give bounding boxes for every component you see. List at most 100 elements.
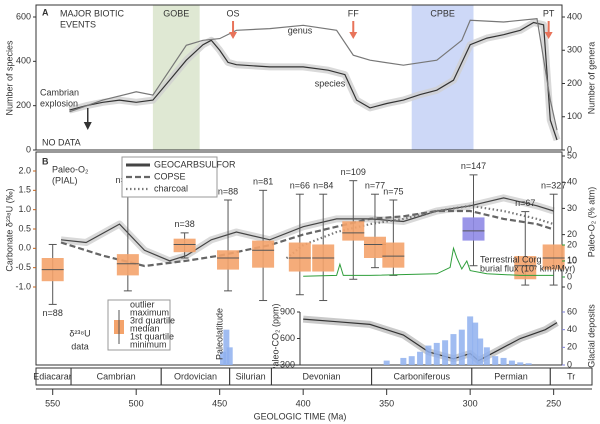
y-tick-label: 300	[567, 45, 582, 55]
period-label: Silurian	[236, 371, 266, 381]
charcoal-line	[285, 204, 555, 260]
period-label: Carboniferous	[393, 371, 450, 381]
event-label: FF	[348, 8, 359, 18]
event-arrowhead	[229, 32, 238, 39]
axis-title: Glacial deposits	[586, 304, 596, 368]
y-tick-label: 40	[567, 177, 577, 187]
species-line-band	[68, 19, 561, 142]
annotation: EVENTS	[60, 19, 96, 29]
legend-label: 1st quartile	[130, 331, 174, 341]
bar	[226, 347, 233, 365]
burial-flux-line	[303, 246, 554, 277]
count-label: n=109	[341, 167, 366, 177]
event-arrowhead	[349, 32, 358, 39]
period-label: Permian	[494, 371, 528, 381]
count-label: n=88	[218, 186, 238, 196]
y-tick-label: 1.0	[18, 204, 31, 214]
annotation: Paleo-O₂	[52, 164, 89, 174]
bar	[467, 316, 474, 365]
y-tick-label: 20	[567, 239, 577, 249]
x-tick-label: 350	[379, 398, 394, 408]
y-tick-label: 400	[567, 11, 582, 21]
axis-title: Carbonate δ²³⁸U (‰)	[4, 188, 14, 271]
bar	[433, 342, 440, 365]
y-tick-label: 2.0	[18, 165, 31, 175]
box	[462, 217, 485, 241]
y-tick-label: 10	[567, 255, 577, 265]
y-tick-label: 30	[567, 203, 577, 213]
bar	[223, 329, 230, 365]
y-tick-label: 600	[16, 11, 31, 21]
bar	[383, 360, 390, 365]
bar	[508, 360, 515, 365]
event-label: PT	[543, 8, 555, 18]
x-axis-title: GEOLOGIC TIME (Ma)	[254, 411, 347, 421]
y-tick-label: 600	[280, 333, 295, 343]
bar	[492, 356, 499, 365]
series-label: species	[315, 78, 346, 88]
count-label: n=75	[383, 186, 403, 196]
y-tick-label: 400	[16, 56, 31, 66]
count-label: n=38	[174, 219, 194, 229]
bar	[483, 347, 490, 365]
bar	[442, 340, 449, 365]
legend-label: GEOCARBSULFOR	[154, 159, 236, 169]
x-tick-label: 400	[296, 398, 311, 408]
count-label: n=147	[461, 161, 486, 171]
genus-line	[69, 18, 558, 131]
series-label: genus	[288, 25, 313, 35]
legend-label: median	[130, 323, 160, 333]
event-label: GOBE	[163, 8, 189, 18]
annotation: δ²³⁸U	[69, 328, 90, 338]
y-tick-label: 900	[280, 306, 295, 316]
box	[342, 221, 365, 241]
y-tick-label: 200	[567, 78, 582, 88]
count-label: n=81	[253, 177, 273, 187]
bar	[425, 345, 432, 365]
y-tick-label: 60	[567, 306, 577, 316]
y-tick-label: 200	[16, 100, 31, 110]
box	[382, 242, 405, 268]
legend-label: minimum	[130, 339, 167, 349]
annotation: explosion	[40, 98, 78, 108]
arrowhead	[83, 122, 92, 130]
x-tick-label: 300	[463, 398, 478, 408]
no-data-label: NO DATA	[42, 137, 81, 147]
legend-label: maximum	[130, 307, 169, 317]
x-tick-label: 500	[129, 398, 144, 408]
period-label: Devonian	[303, 371, 341, 381]
period-label: Cambrian	[97, 371, 136, 381]
bar	[517, 362, 524, 365]
period-label: Ediacaran	[33, 371, 74, 381]
legend-label: charcoal	[154, 183, 188, 193]
bar	[525, 363, 532, 365]
box	[288, 242, 311, 272]
x-tick-label: 450	[212, 398, 227, 408]
axis-title: Paleo-CO₂ (ppm)	[270, 303, 280, 372]
y-tick-label: -1.0	[15, 281, 31, 291]
bar	[417, 351, 424, 365]
box	[542, 244, 565, 270]
event-label: CPBE	[430, 8, 455, 18]
box	[514, 256, 537, 280]
event-band	[411, 5, 474, 150]
y-tick-label: 40	[567, 324, 577, 334]
bar	[472, 322, 479, 365]
period-label: Tr	[567, 371, 575, 381]
GEOCARBSULFOR-line	[60, 197, 554, 262]
axis-title: Paleo-O₂ (% atm)	[586, 187, 596, 258]
y-tick-label: 20	[567, 342, 577, 352]
y-tick-label: -0.5	[15, 262, 31, 272]
y-tick-label: 1.5	[18, 185, 31, 195]
y-tick-label: 0	[26, 144, 31, 154]
legend-label: 3rd quartile	[130, 315, 175, 325]
box	[116, 254, 139, 276]
legend-label: COPSE	[154, 171, 186, 181]
bar	[450, 334, 457, 365]
bar	[220, 351, 227, 365]
bar	[400, 357, 407, 365]
inset-label: burial flux (10⁷ km³/Myr)	[480, 263, 575, 273]
box	[217, 250, 240, 270]
axis-title: Number of genera	[586, 42, 596, 115]
